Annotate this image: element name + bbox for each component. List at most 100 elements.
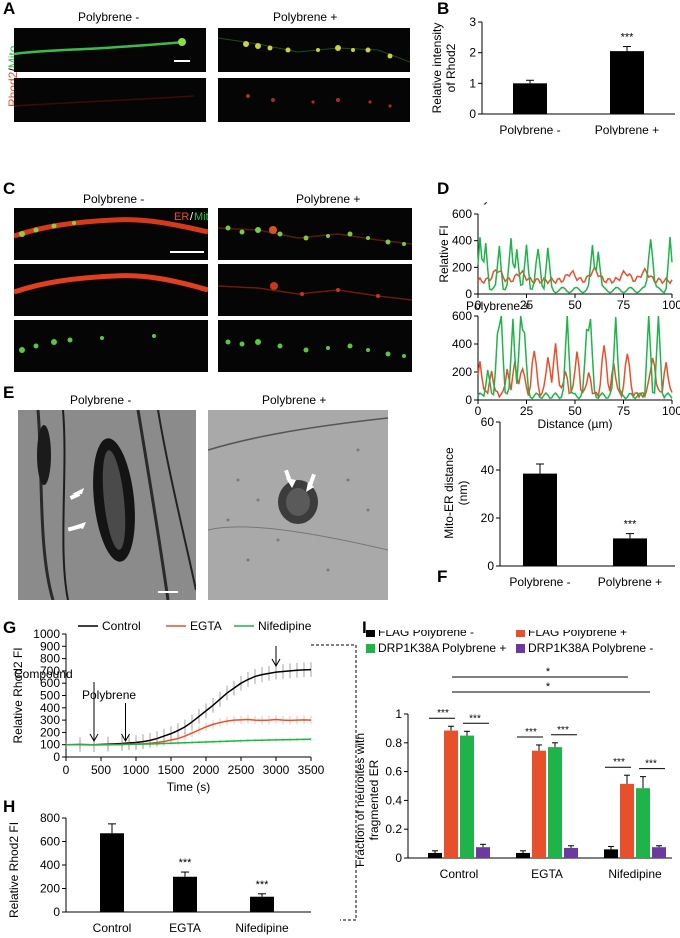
image-a-merge-minus-svg [14,38,190,62]
g-y-tick-label: 200 [40,725,60,739]
image-c-merge-minus-svg: ER / Mito [14,211,208,253]
image-c-merge-plus-svg [218,225,412,246]
i-sig-label: *** [557,725,569,736]
f-y-label: Mito-ER distance(nm) [442,447,470,539]
h-y-label: Relative Rhod2 FI [7,822,21,918]
g-y-label: Relative Rhod2 FI [11,647,25,743]
i-bar [604,849,618,858]
h-category-label: Control [93,921,132,935]
h-y-tick-label: 800 [40,811,60,825]
b-y-label-line: Relative intensity [430,23,444,114]
i-sig-label: *** [645,759,657,770]
d-bottom-y-tick-label: 400 [452,337,472,351]
i-cross-sig: * [546,666,551,678]
g-x-label: Time (s) [167,780,211,794]
arrow-marker [74,522,86,529]
image-a-red-minus [14,78,206,122]
mito-puncta [19,334,156,353]
g-y-tick-label: 0 [53,750,60,764]
g-legend-label: Nifedipine [258,620,312,633]
i-bar [652,847,666,858]
d-top-x-tick-label: 0 [475,298,482,312]
panel-label-i: I [362,618,367,637]
g-y-tick-label: 700 [40,664,60,678]
i-legend-swatch [366,630,375,637]
em-image-minus [18,410,196,600]
mito-puncta-group [243,41,393,59]
g-series-line [65,668,312,746]
i-bar [548,747,562,858]
d-top-title: Polybrene - [466,202,527,205]
b-category-label: Polybrene - [499,123,560,135]
g-y-tick-label: 1000 [33,627,60,641]
panel-label-e: E [3,383,15,402]
h-category-label: Nifedipine [235,921,289,935]
f-bar [613,538,647,566]
panel-label-b: B [437,0,450,18]
f-y-tick-label: 60 [481,415,495,429]
rhod2-signal [14,95,195,107]
chart-f: 0 20 40 60 Mito-ER distance(nm) Polybrene - Po… [442,415,675,589]
i-sig-label: *** [469,713,481,724]
er-signal [14,273,208,295]
b-y-label: Relative intensityof Rhod2 [430,23,458,114]
panel-label-d: D [437,179,450,198]
panel-e-header-right: Polybrene + [262,393,327,407]
g-x-tick-label: 3500 [298,763,325,777]
d-top-y-tick-label: 600 [452,207,472,221]
d-x-label: Distance (µm) [538,417,613,431]
h-bar [250,896,274,912]
chart-h: 0 200 400 600 800 Relative Rhod2 FI Control EGT… [7,811,311,935]
panel-c-header-left: Polybrene - [83,192,145,206]
h-bar [173,876,197,912]
i-sig-label: *** [525,727,537,738]
g-annotation-polybrene: Polybrene [82,688,136,702]
panel-c-header-right: Polybrene + [296,192,361,206]
f-bar [523,473,557,566]
image-c-merge-minus: ER / Mito [14,208,208,260]
g-x-tick-label: 500 [91,763,111,777]
i-y-tick-label: 0.8 [385,736,402,750]
image-c-mito-plus [218,320,412,372]
d-top-x-tick-label: 25 [520,298,534,312]
image-a-merge-plus-svg [218,37,410,63]
em-image-plus [208,410,388,600]
g-annotation-compound: Compound [14,667,73,681]
g-y-tick-label: 500 [40,689,60,703]
rhod2-puncta [246,94,392,108]
b-bar [610,51,644,114]
i-sig-label: *** [613,757,625,768]
h-significance: *** [256,879,270,891]
overlay-slash: / [190,211,194,223]
image-c-er-plus [218,264,412,316]
mito-puncta [19,221,76,237]
image-c-mito-minus-svg [19,334,156,353]
h-y-tick-label: 200 [40,882,60,896]
i-bar [620,783,634,858]
h-y-tick-label: 600 [40,835,60,849]
d-top-y-tick-label: 0 [465,287,472,301]
i-bar [428,852,442,858]
d-bottom-y-tick-label: 200 [452,365,472,379]
g-legend-label: EGTA [190,620,222,633]
f-y-label-line: (nm) [456,481,470,506]
d-top-x-tick-label: 75 [617,298,631,312]
image-c-er-minus [14,264,208,316]
f-y-tick-label: 20 [481,511,495,525]
i-category-label: Control [440,867,479,881]
f-category-label: Polybrene - [509,575,570,589]
em-image-minus-svg [18,410,196,600]
i-y-tick-label: 1 [395,707,402,721]
b-y-tick-label: 0 [469,107,476,121]
i-legend-label: DRP1K38A Polybrene - [528,641,653,655]
i-legend-swatch [366,644,375,653]
i-category-label: EGTA [531,867,563,881]
i-category-label: Nifedipine [608,867,662,881]
h-category-label: EGTA [169,921,201,935]
arrow-marker [306,482,314,492]
i-y-tick-label: 0.2 [385,822,402,836]
panel-a-header-left: Polybrene - [78,10,140,24]
i-bar [460,735,474,858]
d-bottom-x-tick-label: 75 [617,404,631,418]
